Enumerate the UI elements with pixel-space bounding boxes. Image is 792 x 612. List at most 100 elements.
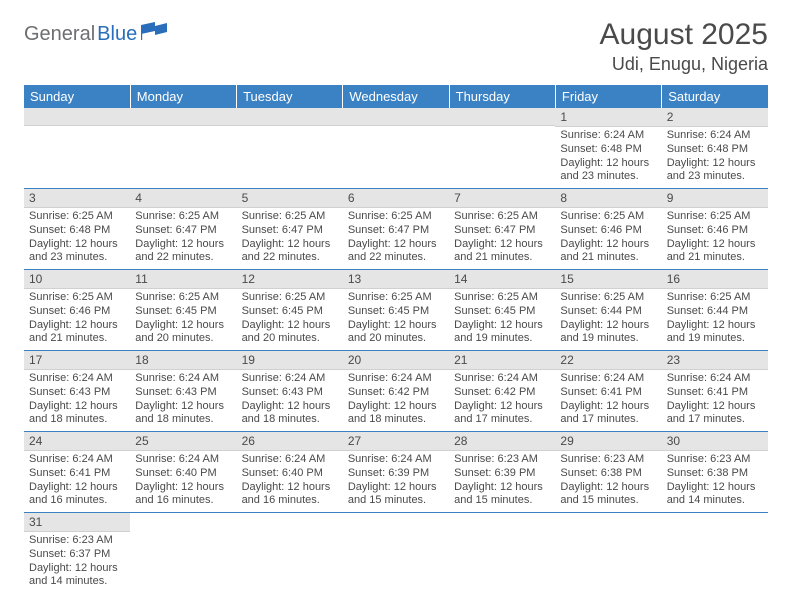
calendar-day-cell (130, 108, 236, 189)
weekday-header-row: Sunday Monday Tuesday Wednesday Thursday… (24, 85, 768, 108)
daylight-text: Daylight: 12 hours and 15 minutes. (454, 481, 550, 509)
sunset-text: Sunset: 6:48 PM (667, 143, 763, 157)
day-details: Sunrise: 6:24 AMSunset: 6:40 PMDaylight:… (237, 451, 343, 512)
day-details: Sunrise: 6:25 AMSunset: 6:48 PMDaylight:… (24, 208, 130, 269)
daylight-text: Daylight: 12 hours and 18 minutes. (242, 400, 338, 428)
weekday-header: Monday (130, 85, 236, 108)
daylight-text: Daylight: 12 hours and 22 minutes. (348, 238, 444, 266)
sunset-text: Sunset: 6:45 PM (348, 305, 444, 319)
day-details: Sunrise: 6:24 AMSunset: 6:40 PMDaylight:… (130, 451, 236, 512)
calendar-day-cell: 5Sunrise: 6:25 AMSunset: 6:47 PMDaylight… (237, 189, 343, 270)
calendar-day-cell: 7Sunrise: 6:25 AMSunset: 6:47 PMDaylight… (449, 189, 555, 270)
calendar-day-cell (343, 108, 449, 189)
calendar-day-cell: 27Sunrise: 6:24 AMSunset: 6:39 PMDayligh… (343, 432, 449, 513)
daylight-text: Daylight: 12 hours and 23 minutes. (29, 238, 125, 266)
calendar-day-cell: 30Sunrise: 6:23 AMSunset: 6:38 PMDayligh… (662, 432, 768, 513)
calendar-day-cell: 10Sunrise: 6:25 AMSunset: 6:46 PMDayligh… (24, 270, 130, 351)
sunrise-text: Sunrise: 6:25 AM (560, 210, 656, 224)
day-number-empty (343, 108, 449, 126)
sunrise-text: Sunrise: 6:25 AM (242, 210, 338, 224)
day-number: 26 (237, 432, 343, 451)
day-details: Sunrise: 6:23 AMSunset: 6:39 PMDaylight:… (449, 451, 555, 512)
calendar-week-row: 17Sunrise: 6:24 AMSunset: 6:43 PMDayligh… (24, 351, 768, 432)
calendar-day-cell (449, 108, 555, 189)
day-number: 10 (24, 270, 130, 289)
sunrise-text: Sunrise: 6:24 AM (667, 129, 763, 143)
calendar-day-cell: 20Sunrise: 6:24 AMSunset: 6:42 PMDayligh… (343, 351, 449, 432)
daylight-text: Daylight: 12 hours and 20 minutes. (348, 319, 444, 347)
calendar-day-cell: 25Sunrise: 6:24 AMSunset: 6:40 PMDayligh… (130, 432, 236, 513)
sunrise-text: Sunrise: 6:25 AM (454, 210, 550, 224)
calendar-day-cell: 14Sunrise: 6:25 AMSunset: 6:45 PMDayligh… (449, 270, 555, 351)
daylight-text: Daylight: 12 hours and 19 minutes. (667, 319, 763, 347)
calendar-day-cell: 28Sunrise: 6:23 AMSunset: 6:39 PMDayligh… (449, 432, 555, 513)
weekday-header: Sunday (24, 85, 130, 108)
day-details: Sunrise: 6:24 AMSunset: 6:41 PMDaylight:… (662, 370, 768, 431)
daylight-text: Daylight: 12 hours and 23 minutes. (560, 157, 656, 185)
day-details: Sunrise: 6:24 AMSunset: 6:43 PMDaylight:… (24, 370, 130, 431)
sunrise-text: Sunrise: 6:24 AM (560, 372, 656, 386)
day-details: Sunrise: 6:25 AMSunset: 6:44 PMDaylight:… (555, 289, 661, 350)
calendar-day-cell: 26Sunrise: 6:24 AMSunset: 6:40 PMDayligh… (237, 432, 343, 513)
sunset-text: Sunset: 6:45 PM (135, 305, 231, 319)
sunset-text: Sunset: 6:43 PM (242, 386, 338, 400)
sunrise-text: Sunrise: 6:24 AM (560, 129, 656, 143)
calendar-day-cell: 2Sunrise: 6:24 AMSunset: 6:48 PMDaylight… (662, 108, 768, 189)
sunrise-text: Sunrise: 6:25 AM (242, 291, 338, 305)
sunset-text: Sunset: 6:47 PM (454, 224, 550, 238)
day-details: Sunrise: 6:25 AMSunset: 6:46 PMDaylight:… (662, 208, 768, 269)
calendar-day-cell (343, 513, 449, 594)
day-details: Sunrise: 6:25 AMSunset: 6:47 PMDaylight:… (343, 208, 449, 269)
sunrise-text: Sunrise: 6:24 AM (667, 372, 763, 386)
daylight-text: Daylight: 12 hours and 14 minutes. (667, 481, 763, 509)
sunset-text: Sunset: 6:45 PM (454, 305, 550, 319)
calendar-day-cell (449, 513, 555, 594)
sunrise-text: Sunrise: 6:25 AM (348, 210, 444, 224)
sunset-text: Sunset: 6:39 PM (454, 467, 550, 481)
calendar-day-cell: 19Sunrise: 6:24 AMSunset: 6:43 PMDayligh… (237, 351, 343, 432)
sunrise-text: Sunrise: 6:23 AM (454, 453, 550, 467)
day-details: Sunrise: 6:25 AMSunset: 6:46 PMDaylight:… (24, 289, 130, 350)
day-details: Sunrise: 6:24 AMSunset: 6:41 PMDaylight:… (24, 451, 130, 512)
calendar-day-cell: 11Sunrise: 6:25 AMSunset: 6:45 PMDayligh… (130, 270, 236, 351)
calendar-day-cell: 12Sunrise: 6:25 AMSunset: 6:45 PMDayligh… (237, 270, 343, 351)
calendar-day-cell: 23Sunrise: 6:24 AMSunset: 6:41 PMDayligh… (662, 351, 768, 432)
day-details: Sunrise: 6:23 AMSunset: 6:38 PMDaylight:… (662, 451, 768, 512)
day-number: 4 (130, 189, 236, 208)
sunset-text: Sunset: 6:39 PM (348, 467, 444, 481)
sunrise-text: Sunrise: 6:25 AM (29, 210, 125, 224)
day-number: 7 (449, 189, 555, 208)
daylight-text: Daylight: 12 hours and 22 minutes. (135, 238, 231, 266)
sunset-text: Sunset: 6:46 PM (29, 305, 125, 319)
day-number: 22 (555, 351, 661, 370)
day-details: Sunrise: 6:25 AMSunset: 6:44 PMDaylight:… (662, 289, 768, 350)
calendar-day-cell (237, 108, 343, 189)
day-number: 5 (237, 189, 343, 208)
title-block: August 2025 Udi, Enugu, Nigeria (600, 18, 768, 75)
calendar-day-cell: 24Sunrise: 6:24 AMSunset: 6:41 PMDayligh… (24, 432, 130, 513)
day-number-empty (237, 108, 343, 126)
calendar-week-row: 10Sunrise: 6:25 AMSunset: 6:46 PMDayligh… (24, 270, 768, 351)
weekday-header: Wednesday (343, 85, 449, 108)
day-number: 21 (449, 351, 555, 370)
sunrise-text: Sunrise: 6:23 AM (667, 453, 763, 467)
sunset-text: Sunset: 6:48 PM (560, 143, 656, 157)
calendar-day-cell (555, 513, 661, 594)
sunset-text: Sunset: 6:38 PM (560, 467, 656, 481)
day-number: 2 (662, 108, 768, 127)
calendar-day-cell: 9Sunrise: 6:25 AMSunset: 6:46 PMDaylight… (662, 189, 768, 270)
day-number: 14 (449, 270, 555, 289)
daylight-text: Daylight: 12 hours and 19 minutes. (454, 319, 550, 347)
sunrise-text: Sunrise: 6:25 AM (348, 291, 444, 305)
day-number: 19 (237, 351, 343, 370)
calendar-day-cell: 29Sunrise: 6:23 AMSunset: 6:38 PMDayligh… (555, 432, 661, 513)
day-number: 6 (343, 189, 449, 208)
calendar-page: General Blue August 2025 Udi, Enugu, Nig… (0, 0, 792, 603)
sunset-text: Sunset: 6:37 PM (29, 548, 125, 562)
weekday-header: Friday (555, 85, 661, 108)
calendar-body: 1Sunrise: 6:24 AMSunset: 6:48 PMDaylight… (24, 108, 768, 593)
day-details: Sunrise: 6:24 AMSunset: 6:43 PMDaylight:… (237, 370, 343, 431)
calendar-week-row: 3Sunrise: 6:25 AMSunset: 6:48 PMDaylight… (24, 189, 768, 270)
sunrise-text: Sunrise: 6:24 AM (242, 453, 338, 467)
day-number: 13 (343, 270, 449, 289)
